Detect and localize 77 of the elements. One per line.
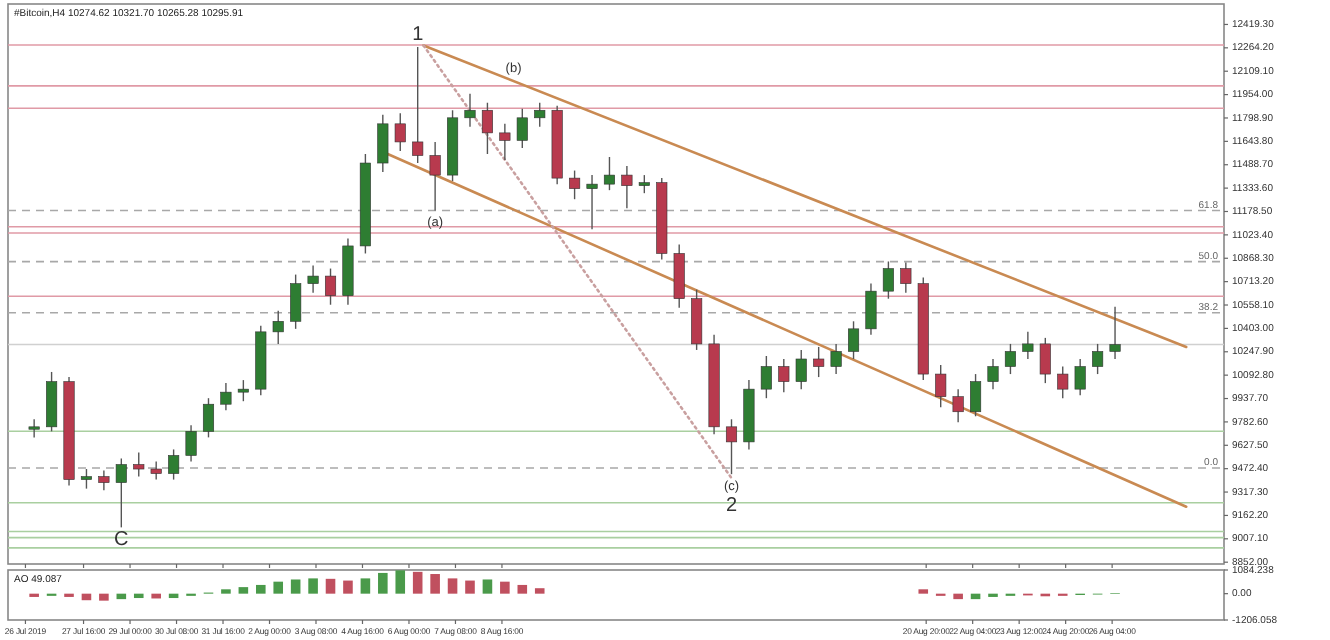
candlestick	[324, 267, 337, 306]
bar	[133, 593, 144, 599]
bar	[482, 579, 493, 594]
candlestick	[952, 388, 964, 423]
candlestick	[168, 448, 180, 481]
candlestick	[202, 397, 215, 439]
candlestick	[586, 174, 598, 231]
candlestick	[778, 358, 790, 393]
candlestick	[394, 112, 406, 152]
candlestick	[499, 123, 511, 161]
candlestick	[98, 469, 110, 491]
candlestick	[848, 320, 860, 360]
bar	[465, 580, 475, 594]
annotation: C	[114, 528, 129, 551]
candlestick	[830, 343, 842, 375]
candlestick	[970, 373, 982, 417]
candlestick	[429, 141, 441, 212]
candlestick	[1057, 365, 1069, 399]
candlestick	[673, 243, 685, 309]
candlestick	[516, 108, 528, 149]
candlestick	[412, 46, 424, 164]
bar	[99, 593, 109, 601]
candlestick	[900, 261, 912, 294]
bar	[238, 587, 249, 594]
bar	[430, 574, 440, 594]
candlestick	[725, 418, 738, 475]
candlestick	[1074, 358, 1086, 396]
bar	[378, 572, 388, 594]
candlestick	[220, 382, 232, 411]
candlestick	[534, 102, 546, 128]
bar	[325, 578, 336, 594]
bar	[343, 580, 353, 594]
annotation: 2	[725, 495, 738, 518]
annotation: 1	[412, 24, 425, 47]
bar	[395, 570, 406, 594]
bar	[517, 584, 528, 594]
candlestick	[1004, 343, 1016, 375]
candlestick	[882, 260, 894, 300]
candlestick	[272, 310, 284, 345]
bar	[447, 578, 458, 594]
candlestick	[1092, 343, 1104, 375]
bar	[255, 584, 266, 594]
candlestick	[481, 102, 493, 155]
candlestick	[621, 165, 633, 209]
candlestick	[1022, 331, 1034, 360]
candlestick	[795, 349, 807, 390]
candlestick	[80, 468, 92, 490]
candlestick	[237, 379, 249, 402]
candlestick	[569, 169, 581, 200]
candlestick	[603, 156, 615, 191]
bar	[953, 593, 963, 600]
candlestick	[760, 355, 772, 399]
candlestick	[150, 460, 162, 481]
candlestick	[185, 424, 197, 463]
candlestick	[377, 114, 389, 173]
candlestick	[691, 288, 703, 351]
candlestick	[133, 451, 145, 478]
candlestick	[28, 418, 40, 439]
candlestick	[46, 371, 58, 433]
bar	[534, 588, 545, 594]
candlestick	[464, 92, 476, 128]
bar	[500, 581, 510, 594]
candlestick	[865, 282, 877, 336]
candlestick	[813, 346, 825, 378]
bar	[290, 579, 301, 594]
candlestick	[935, 364, 947, 408]
bar	[360, 578, 371, 594]
candlestick	[115, 457, 127, 529]
bar	[308, 578, 318, 594]
candlestick	[987, 358, 999, 390]
candlestick	[1109, 305, 1121, 360]
candlestick	[1039, 337, 1051, 384]
bar	[273, 581, 284, 594]
bar	[412, 571, 423, 594]
candlestick	[638, 174, 650, 194]
candlestick	[307, 264, 319, 294]
candlestick	[290, 273, 302, 330]
